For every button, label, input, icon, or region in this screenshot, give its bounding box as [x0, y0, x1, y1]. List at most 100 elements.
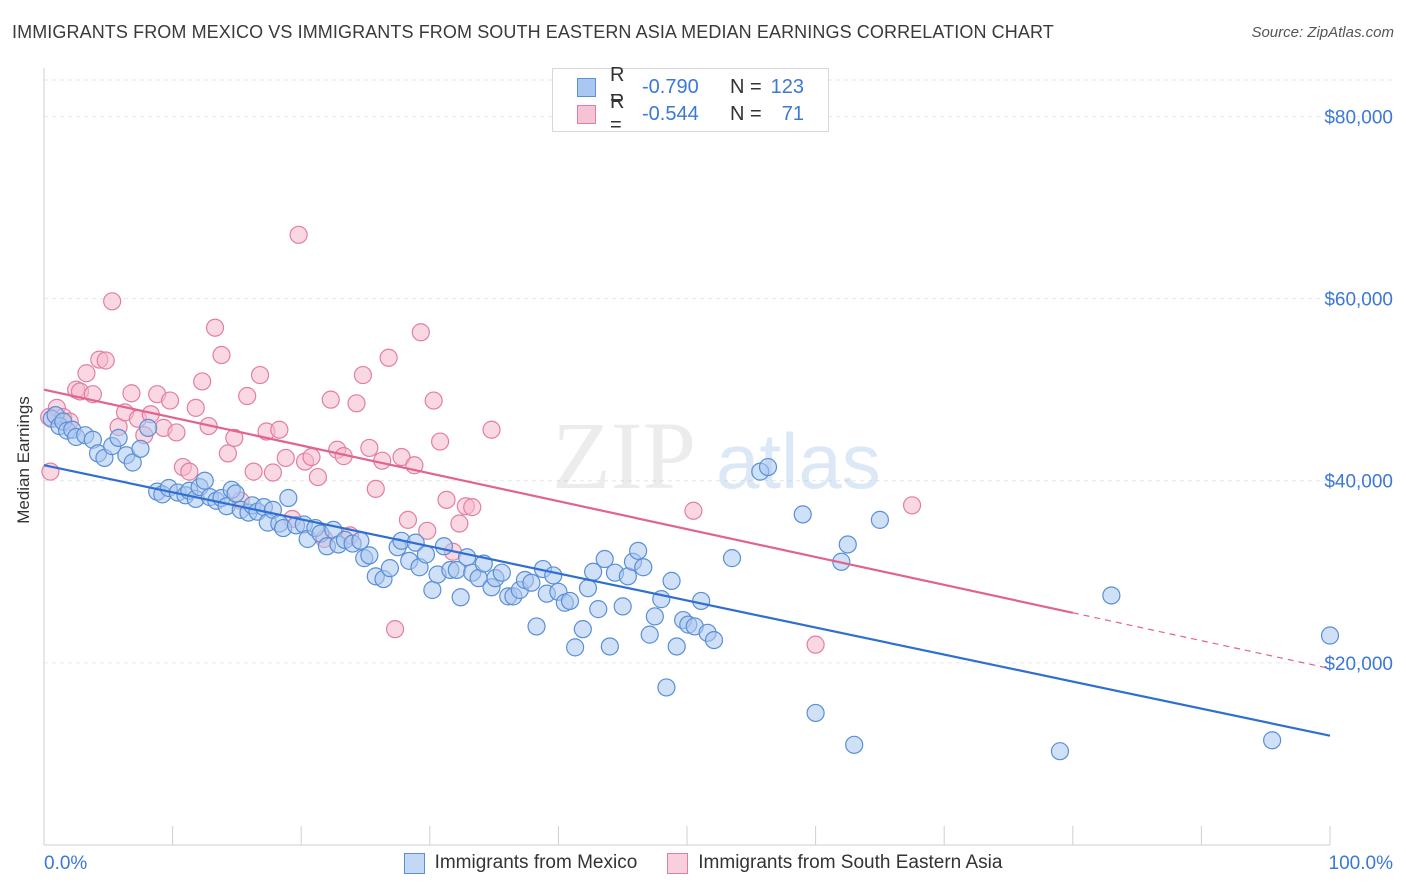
data-point [416, 545, 436, 564]
legend-item-sea: Immigrants from South Eastern Asia [667, 852, 1002, 874]
y-tick-label: $40,000 [1324, 472, 1393, 493]
data-point [411, 323, 430, 342]
data-point [482, 420, 501, 439]
data-point [1102, 586, 1121, 605]
r-label: R = [610, 64, 625, 109]
data-point [595, 549, 614, 569]
pink-swatch [667, 852, 689, 874]
chart-title: IMMIGRANTS FROM MEXICO VS IMMIGRANTS FRO… [12, 22, 1054, 42]
data-point [640, 625, 659, 644]
data-point [276, 448, 295, 468]
data-point [704, 630, 724, 650]
n-value: 71 [781, 102, 804, 125]
blue-swatch [403, 852, 425, 874]
data-point [360, 438, 379, 458]
data-point [806, 635, 825, 654]
data-point [645, 607, 664, 626]
data-point [321, 390, 340, 409]
data-point [522, 573, 541, 592]
r-label: R = [610, 91, 625, 136]
data-point [360, 546, 379, 565]
data-point [123, 453, 142, 472]
data-point [451, 588, 470, 607]
watermark-atlas: atlas [716, 417, 881, 505]
axes [43, 68, 1331, 846]
data-point [870, 510, 890, 529]
data-point [263, 463, 283, 482]
data-point [684, 501, 703, 520]
trend-line-sea [43, 388, 1074, 614]
data-point [1263, 731, 1282, 750]
data-point [902, 496, 922, 515]
data-point [657, 678, 676, 697]
data-point [193, 372, 212, 391]
data-point [289, 225, 308, 244]
data-point [392, 447, 411, 467]
data-point [160, 391, 180, 410]
y-tick-label: $20,000 [1324, 654, 1393, 675]
data-point [103, 292, 122, 311]
x-tick-label: 100.0% [1329, 853, 1394, 874]
n-value: 123 [770, 75, 804, 98]
correlation-legend: R = -0.790 N = 123 R = -0.544 N = 71 [552, 64, 829, 136]
n-label: N = [730, 75, 762, 98]
r-value: -0.790 [642, 75, 699, 98]
data-point [662, 571, 681, 590]
data-point [758, 457, 778, 477]
data-point [806, 703, 825, 723]
data-point [167, 423, 186, 442]
data-point [423, 580, 442, 600]
data-point [1050, 742, 1070, 761]
data-point [463, 498, 482, 517]
data-point [250, 365, 270, 385]
data-point [566, 638, 585, 657]
data-point [131, 439, 150, 458]
data-point [109, 428, 128, 448]
data-point [139, 418, 158, 437]
data-point [180, 462, 199, 481]
legend-row-pink: R = -0.544 N = 71 [553, 91, 804, 136]
data-point [450, 514, 469, 533]
data-point [692, 591, 711, 611]
data-point [302, 447, 321, 467]
data-point [613, 597, 632, 616]
data-point [353, 365, 373, 385]
data-point [722, 549, 742, 568]
data-point [398, 510, 418, 529]
data-point [270, 420, 289, 439]
data-point [226, 484, 245, 503]
data-point [186, 398, 205, 417]
data-point [380, 559, 400, 578]
data-point [634, 558, 653, 577]
tick-labels: $20,000 $40,000 $60,000 $80,000 0.0% 100.0% [44, 107, 1393, 874]
data-point [308, 467, 328, 487]
data-point [96, 351, 115, 370]
data-point [347, 394, 366, 413]
data-point [560, 591, 580, 611]
y-tick-label: $80,000 [1324, 107, 1393, 128]
data-point [437, 490, 456, 509]
y-tick-label: $60,000 [1324, 290, 1393, 311]
legend-item-mexico: Immigrants from Mexico [403, 852, 637, 874]
data-point [430, 432, 450, 451]
n-label: N = [730, 102, 762, 125]
data-point [244, 462, 263, 481]
data-point [351, 531, 370, 550]
legend-row-blue: R = -0.790 N = 123 [553, 64, 804, 109]
legend-label-sea: Immigrants from South Eastern Asia [698, 852, 1003, 873]
data-point [225, 428, 244, 448]
data-point [838, 535, 857, 554]
blue-swatch [577, 77, 596, 97]
x-tick-label: 0.0% [44, 853, 87, 874]
data-point [1320, 626, 1340, 645]
source-label: Source: ZipAtlas.com [1251, 24, 1394, 41]
y-axis-label: Median Earnings [14, 396, 33, 524]
series-legend: Immigrants from Mexico Immigrants from S… [0, 852, 1406, 874]
data-point [573, 620, 592, 639]
data-point [600, 637, 619, 656]
data-point [379, 348, 398, 367]
data-point [544, 566, 563, 585]
data-point [218, 444, 237, 463]
data-point [205, 318, 225, 337]
